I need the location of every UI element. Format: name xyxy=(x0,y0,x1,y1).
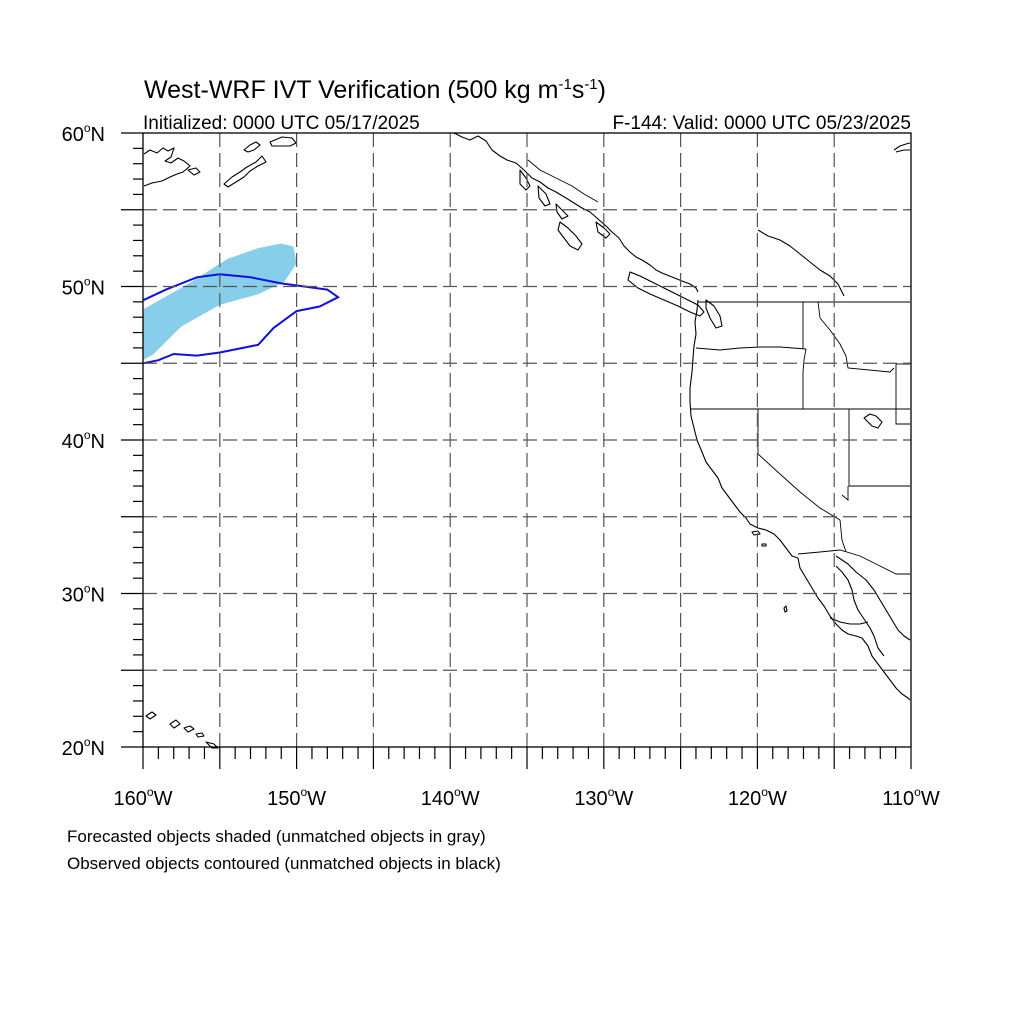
lon-tick-label: 120oW xyxy=(728,785,787,810)
axis-ticks xyxy=(121,132,912,769)
lon-tick-label: 160oW xyxy=(114,785,173,810)
lon-tick-label: 150oW xyxy=(267,785,326,810)
legend-observed-note: Observed objects contoured (unmatched ob… xyxy=(67,854,501,873)
graticule xyxy=(143,133,911,747)
map-title: West-WRF IVT Verification (500 kg m-1s-1… xyxy=(144,76,606,104)
lon-tick-label: 140oW xyxy=(421,785,480,810)
lat-tick-label: 50oN xyxy=(62,275,105,300)
init-time-label: Initialized: 0000 UTC 05/17/2025 xyxy=(143,113,420,134)
valid-time-label: F-144: Valid: 0000 UTC 05/23/2025 xyxy=(612,113,911,134)
legend-forecast-note: Forecasted objects shaded (unmatched obj… xyxy=(67,827,486,846)
objects-layer xyxy=(142,243,341,365)
lat-tick-label: 30oN xyxy=(62,582,105,607)
lat-tick-label: 40oN xyxy=(62,428,105,453)
political-borders xyxy=(454,132,910,575)
lat-tick-label: 60oN xyxy=(62,121,105,146)
longitude-labels: 160oW 150oW 140oW 130oW 120oW 110oW xyxy=(114,785,940,810)
lat-tick-label: 20oN xyxy=(62,735,105,760)
latitude-labels: 60oN 50oN 40oN 30oN 20oN xyxy=(62,121,105,760)
lon-tick-label: 130oW xyxy=(574,785,633,810)
lon-tick-label: 110oW xyxy=(882,785,940,810)
